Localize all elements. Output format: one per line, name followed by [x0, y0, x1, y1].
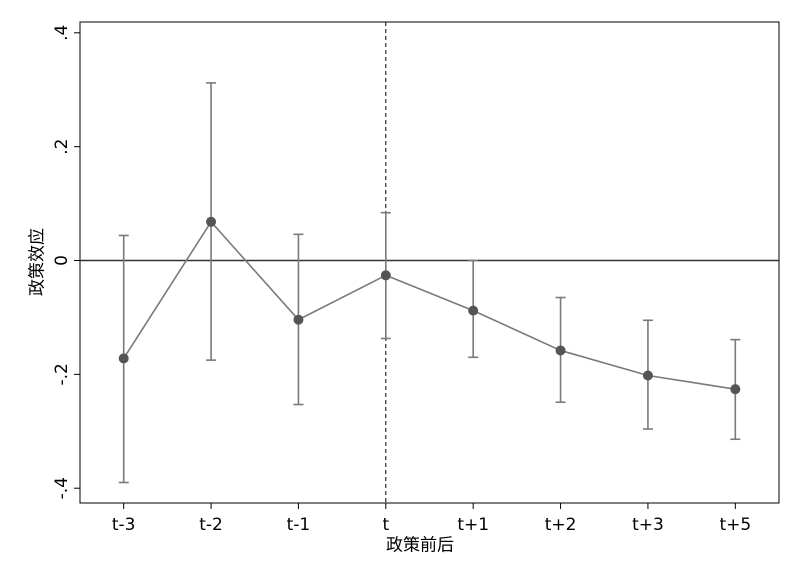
series-line: [123, 220, 736, 390]
point: [118, 353, 129, 364]
point: [293, 314, 304, 325]
y-tick-label: .2: [52, 139, 72, 155]
x-tick-label: t-2: [199, 515, 223, 535]
x-tick-label: t+5: [719, 515, 751, 535]
x-axis-title: 政策前后: [386, 536, 454, 556]
y-tick-label: 0: [52, 255, 72, 266]
x-tick-label: t: [382, 515, 389, 535]
point: [468, 305, 479, 316]
x-tick-label: t+1: [457, 515, 489, 535]
x-tick-label: t+3: [632, 515, 664, 535]
point: [206, 216, 217, 227]
y-tick-label: -.4: [52, 477, 72, 499]
point: [730, 384, 741, 395]
point: [555, 345, 566, 356]
y-axis-title: 政策效应: [28, 228, 48, 296]
x-tick-label: t+2: [545, 515, 577, 535]
y-tick-label: -.2: [52, 363, 72, 385]
point: [642, 370, 653, 381]
y-tick-label: .4: [52, 25, 72, 41]
point: [380, 270, 391, 281]
plot-frame: [79, 21, 780, 504]
x-tick-label: t-3: [112, 515, 136, 535]
x-tick-label: t-1: [287, 515, 311, 535]
